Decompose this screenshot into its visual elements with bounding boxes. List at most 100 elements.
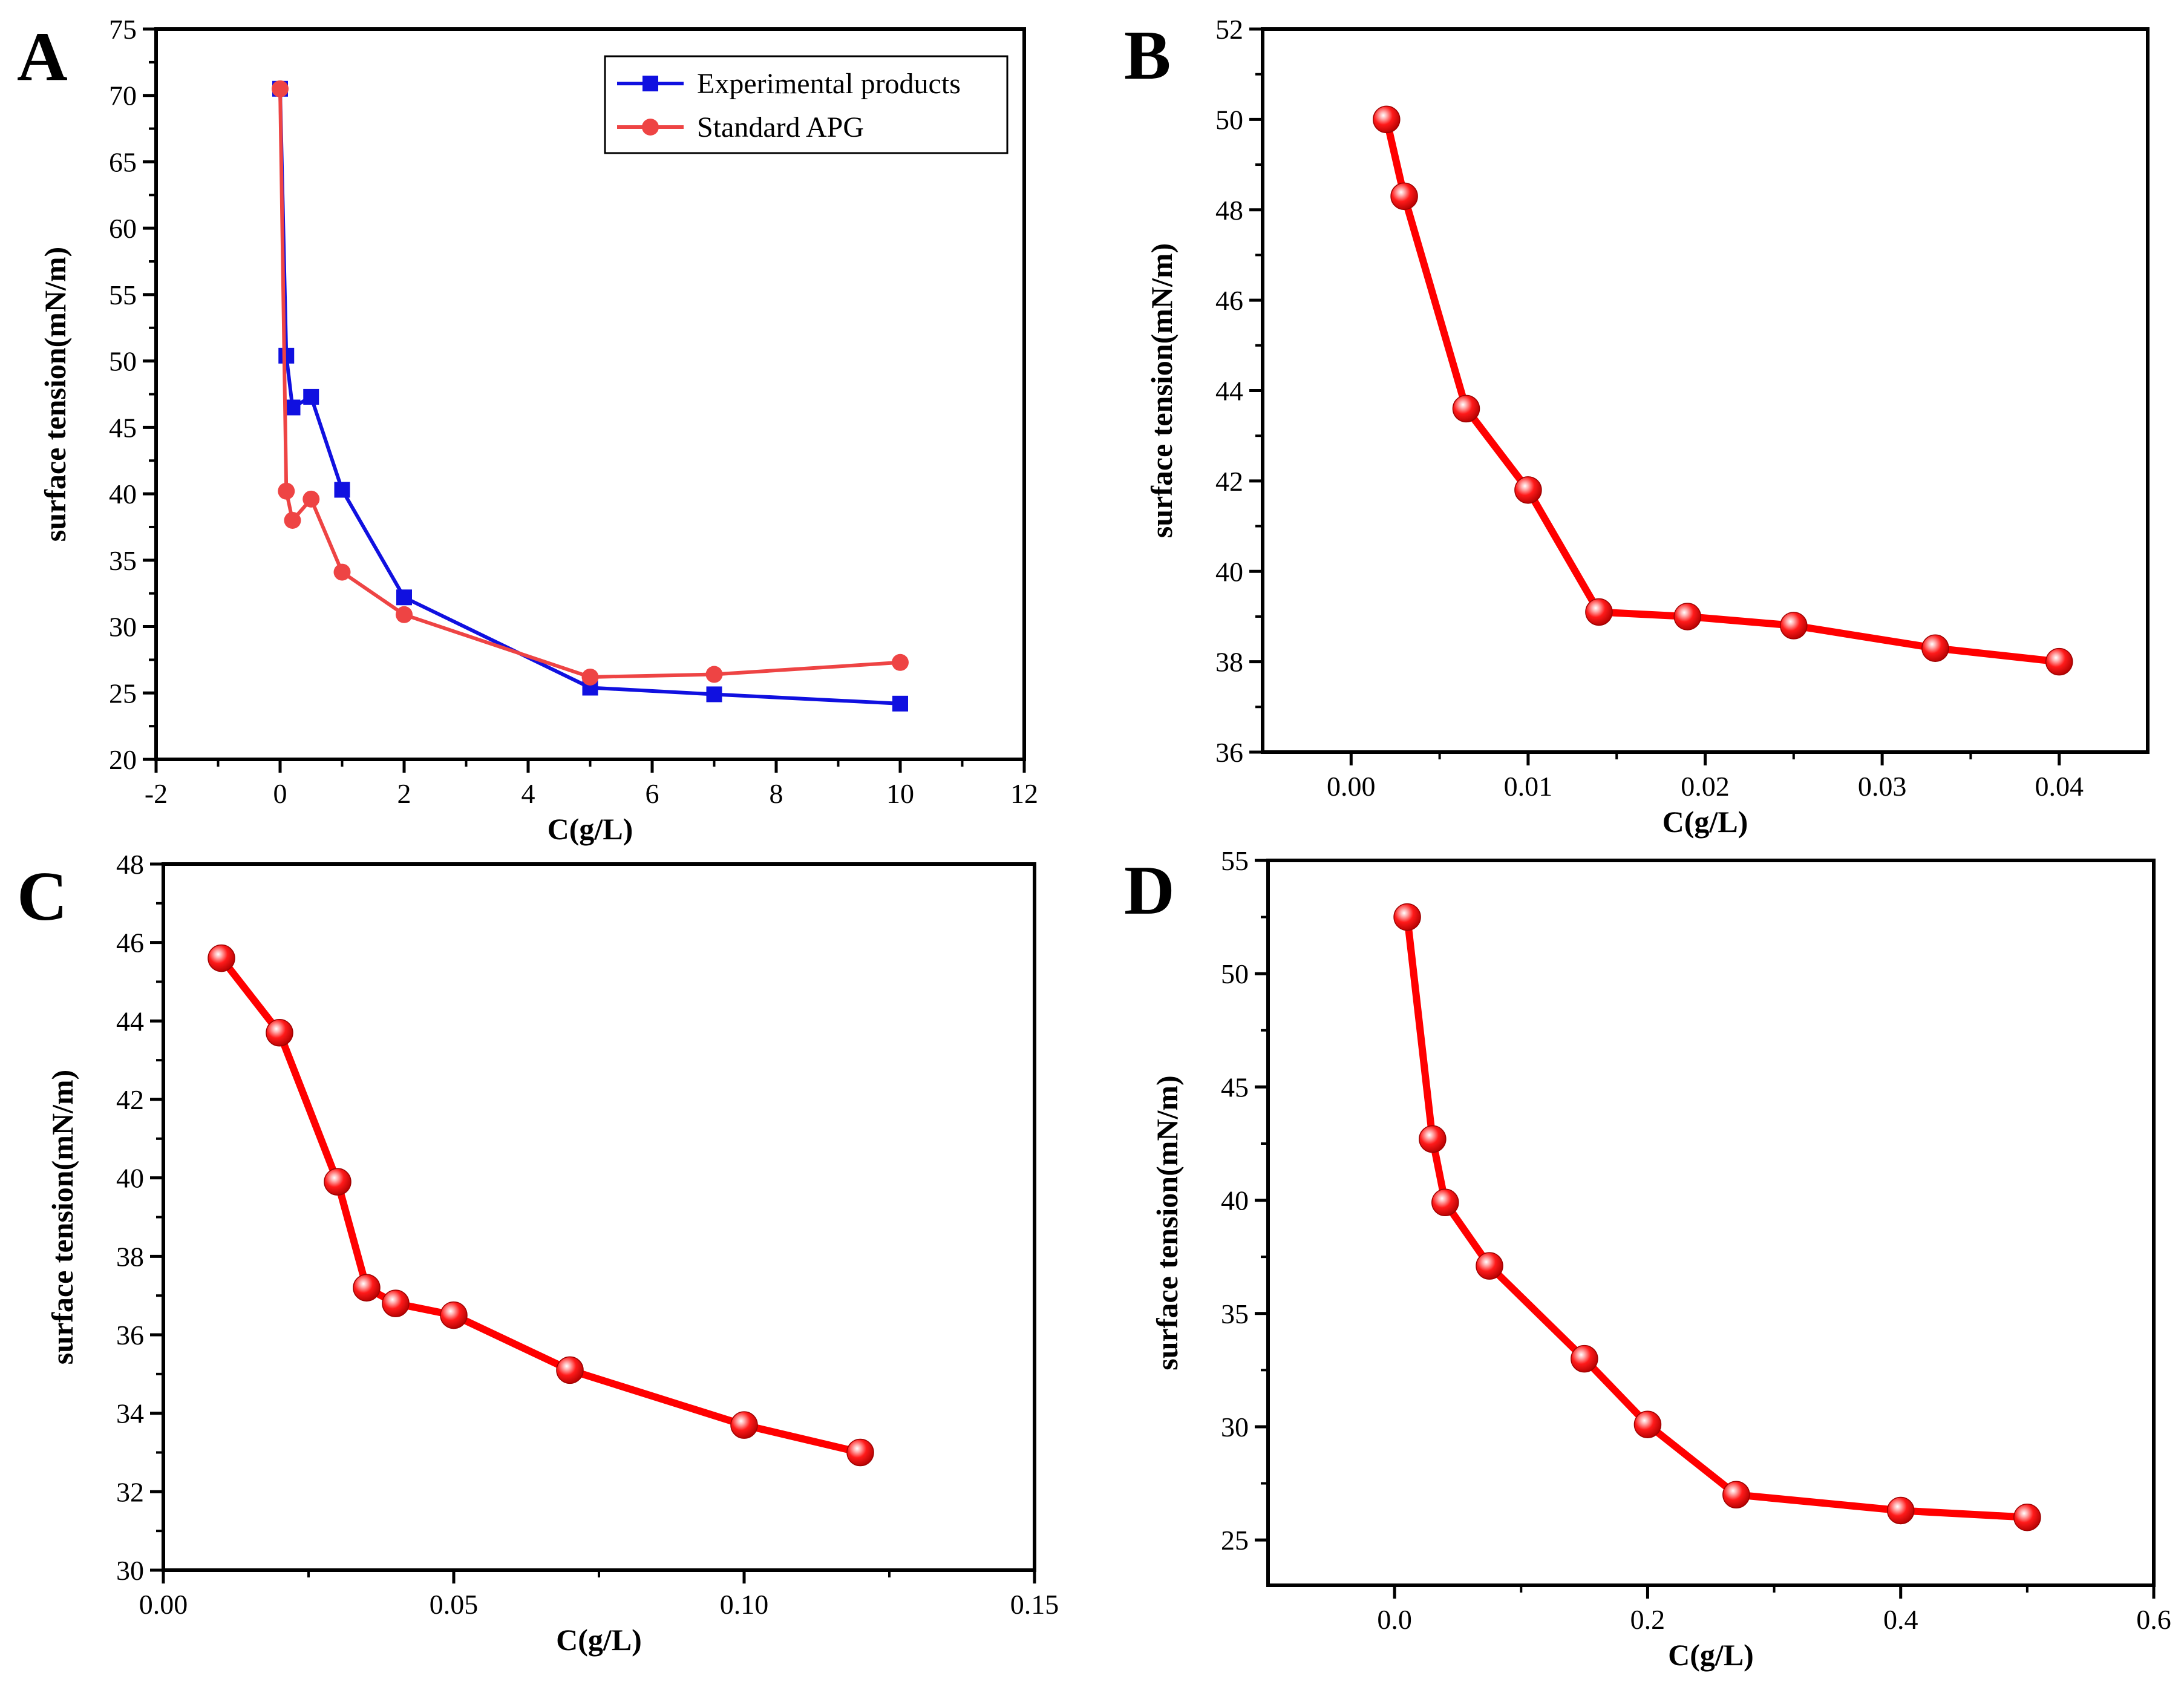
x-tick-label: 4 <box>521 778 535 809</box>
x-tick-label: 0.15 <box>1010 1589 1059 1620</box>
plot-frame <box>162 862 1036 1572</box>
y-tick-label: 40 <box>109 479 137 509</box>
x-tick-label: 2 <box>397 778 411 809</box>
x-tick-label: 0.0 <box>1377 1604 1412 1635</box>
panel-c: C 0.00 0.05 0.10 0.15 30 32 34 36 38 40 42 44 46 48 C(g… <box>17 849 1059 1657</box>
x-tick-label: 10 <box>886 778 914 809</box>
data-point <box>1886 1496 1915 1525</box>
y-tick-label: 40 <box>1221 1185 1249 1216</box>
plot-frame <box>1261 27 2150 754</box>
x-axis-title: C(g/L) <box>548 812 633 846</box>
y-axis-title: surface tension(mN/m) <box>45 1070 79 1364</box>
y-tick-label: 35 <box>109 545 137 576</box>
data-point <box>302 490 320 508</box>
data-point <box>334 482 350 498</box>
legend-box <box>604 55 1009 154</box>
panel-letter: C <box>17 858 68 935</box>
series-experimental-products <box>272 80 908 712</box>
y-tick-label: 70 <box>109 80 137 111</box>
data-point <box>324 1168 351 1196</box>
data-point <box>440 1301 468 1329</box>
y-tick-label: 48 <box>116 849 144 880</box>
x-tick-label: 12 <box>1010 778 1038 809</box>
series-line <box>1382 119 2060 666</box>
x-tick-label: 6 <box>646 778 659 809</box>
series-line <box>278 88 901 679</box>
series-data <box>208 944 874 1467</box>
y-axis-title: surface tension(mN/m) <box>38 247 72 542</box>
data-point <box>1419 1125 1447 1153</box>
data-point <box>581 668 599 686</box>
data-point <box>706 686 722 702</box>
data-point <box>846 1438 874 1467</box>
x-tick-label: 0.2 <box>1630 1604 1666 1635</box>
data-point <box>272 80 289 97</box>
y-tick-label: 36 <box>116 1320 144 1351</box>
y-tick-label: 38 <box>1215 647 1243 678</box>
data-point <box>208 944 235 972</box>
data-point <box>353 1274 381 1302</box>
y-tick-label: 42 <box>1215 466 1243 497</box>
x-tick-label: 0.01 <box>1504 771 1553 802</box>
plot-frame <box>1266 859 2156 1587</box>
data-point <box>556 1356 584 1384</box>
y-tick-label: 32 <box>116 1476 144 1507</box>
y-tick-label: 36 <box>1215 737 1243 768</box>
y-tick-label: 52 <box>1215 14 1243 45</box>
x-axis-title: C(g/L) <box>1668 1638 1754 1672</box>
y-tick-label: 30 <box>116 1555 144 1586</box>
y-tick-label: 40 <box>1215 556 1243 587</box>
x-tick-label: 0.00 <box>1327 771 1376 802</box>
data-point <box>1476 1252 1503 1280</box>
data-point <box>1452 395 1480 423</box>
y-tick-label: 45 <box>1221 1072 1249 1102</box>
y-tick-label: 50 <box>1221 958 1249 989</box>
y-tick-label: 30 <box>1221 1412 1249 1442</box>
series-line <box>218 955 862 1456</box>
data-point <box>2045 647 2073 676</box>
y-tick-label: 20 <box>109 744 137 775</box>
data-point <box>278 482 295 500</box>
y-tick-label: 35 <box>1221 1298 1249 1329</box>
y-tick-label: 46 <box>116 928 144 958</box>
data-point <box>1585 598 1613 626</box>
x-tick-label: 0 <box>273 778 287 809</box>
data-point <box>278 347 295 364</box>
data-point <box>892 653 909 671</box>
y-tick-label: 38 <box>116 1241 144 1272</box>
y-tick-label: 30 <box>109 612 137 643</box>
data-point <box>396 589 412 606</box>
legend-label: Standard APG <box>697 111 864 143</box>
data-point <box>303 388 319 405</box>
x-tick-label: -2 <box>145 778 168 809</box>
data-point <box>1390 182 1418 211</box>
data-point <box>1373 105 1401 134</box>
series-standard-apg <box>272 80 909 686</box>
data-point <box>1393 903 1421 931</box>
data-point <box>730 1411 758 1439</box>
data-point <box>284 511 301 529</box>
x-tick-label: 8 <box>770 778 783 809</box>
panel-b: B 0.00 0.01 0.02 0.03 0.04 36 38 40 42 44 46 48 50 52 C… <box>1124 14 2150 839</box>
data-point <box>1673 603 1701 630</box>
y-tick-label: 44 <box>116 1006 144 1036</box>
panel-letter: B <box>1124 17 1171 94</box>
y-tick-label: 25 <box>1221 1525 1249 1556</box>
panel-d: D 0.0 0.2 0.4 0.6 25 30 35 40 45 50 55 C(g/L) surface… <box>1124 845 2171 1672</box>
data-point <box>284 399 301 416</box>
y-axis-title: surface tension(mN/m) <box>1150 1075 1184 1370</box>
panel-letter: A <box>17 18 68 96</box>
data-point <box>1921 634 1949 662</box>
series-line <box>278 88 901 706</box>
y-tick-label: 50 <box>1215 104 1243 135</box>
data-point <box>1780 612 1808 640</box>
x-tick-label: 0.6 <box>2136 1604 2171 1635</box>
panel-a: A -2 0 2 4 6 8 10 12 20 25 30 35 40 45 50 55 60 65 70 75 C(g/… <box>17 14 1038 846</box>
x-tick-label: 0.10 <box>720 1589 769 1620</box>
data-point <box>705 666 723 683</box>
x-tick-label: 0.00 <box>139 1589 188 1620</box>
data-point <box>1633 1410 1662 1438</box>
y-tick-label: 40 <box>116 1163 144 1194</box>
data-point <box>382 1289 410 1317</box>
legend-swatch-marker <box>642 76 658 91</box>
